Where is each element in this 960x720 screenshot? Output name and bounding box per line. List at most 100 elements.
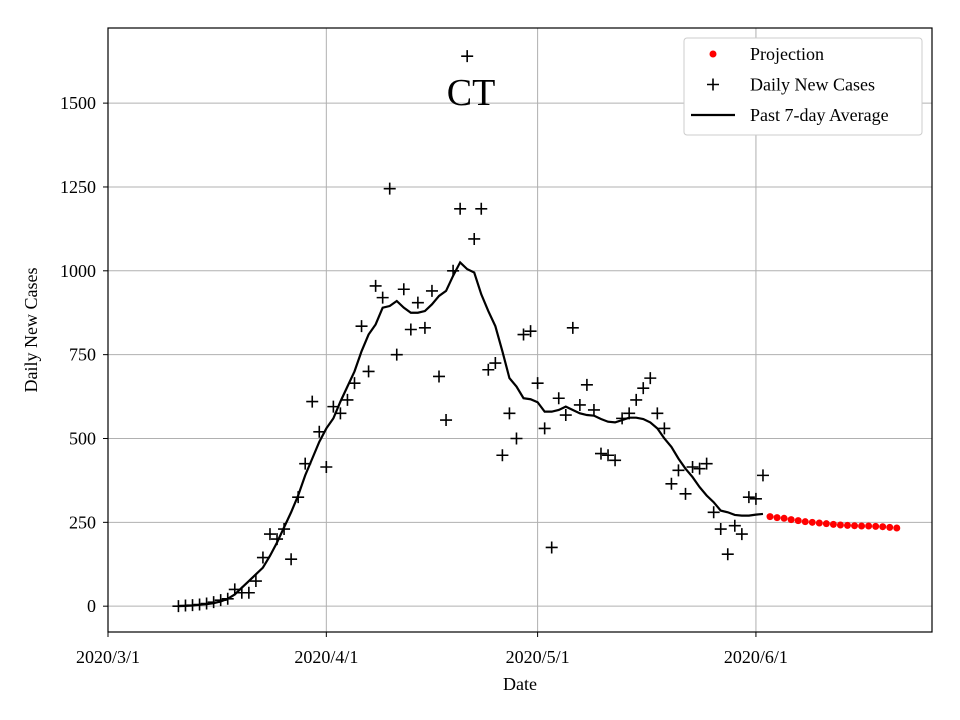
case-marker: [355, 320, 368, 333]
x-tick-label: 2020/6/1: [724, 647, 788, 667]
case-marker: [404, 323, 417, 336]
case-marker: [482, 363, 495, 376]
x-axis-label: Date: [503, 674, 537, 694]
legend-label: Projection: [750, 44, 824, 64]
case-marker: [306, 395, 319, 408]
projection-dot: [766, 513, 774, 521]
case-marker: [376, 291, 389, 304]
x-tick-label: 2020/4/1: [294, 647, 358, 667]
case-marker: [630, 393, 643, 406]
case-marker: [693, 462, 706, 475]
projection-dot: [801, 518, 809, 526]
case-marker: [602, 449, 615, 462]
projection-dot: [822, 520, 830, 528]
case-marker: [637, 382, 650, 395]
case-marker: [320, 460, 333, 473]
case-marker: [644, 372, 657, 385]
case-marker: [461, 50, 474, 63]
y-tick-label: 500: [69, 428, 96, 448]
projection-dot: [829, 520, 837, 528]
legend-box: [683, 37, 923, 136]
case-marker: [249, 575, 262, 588]
projection-dot: [815, 519, 823, 527]
average-line: [178, 260, 764, 608]
projection-dot: [808, 518, 816, 526]
axes-frame: [107, 27, 933, 633]
case-marker: [545, 541, 558, 554]
case-marker: [749, 492, 762, 505]
y-tick-label: 1000: [60, 261, 96, 281]
y-tick-label: 1250: [60, 177, 96, 197]
case-marker: [503, 407, 516, 420]
case-marker: [383, 182, 396, 195]
case-marker: [524, 325, 537, 338]
chart-title: CT: [447, 72, 496, 114]
projection-dot: [879, 523, 887, 531]
case-marker: [263, 528, 276, 541]
case-marker: [707, 506, 720, 519]
case-marker: [517, 328, 530, 341]
case-marker: [735, 528, 748, 541]
case-marker: [707, 78, 719, 91]
case-marker: [418, 321, 431, 334]
projection-dot: [843, 521, 851, 529]
case-marker: [468, 232, 481, 245]
projection-dot: [851, 522, 859, 530]
case-marker: [700, 457, 713, 470]
x-tick-label: 2020/3/1: [76, 647, 140, 667]
case-marker: [538, 422, 551, 435]
plot-area: [172, 50, 901, 613]
y-tick-label: 1500: [60, 93, 96, 113]
projection-dot: [865, 522, 873, 530]
case-marker: [672, 464, 685, 477]
case-marker: [341, 393, 354, 406]
case-marker: [580, 378, 593, 391]
y-tick-label: 250: [69, 512, 96, 532]
case-marker: [686, 460, 699, 473]
case-marker: [552, 392, 565, 405]
case-marker: [609, 454, 622, 467]
y-axis-label: Daily New Cases: [21, 268, 41, 393]
case-marker: [440, 414, 453, 427]
case-marker: [242, 586, 255, 599]
case-marker: [587, 403, 600, 416]
case-marker: [756, 469, 769, 482]
case-marker: [411, 296, 424, 309]
case-marker: [489, 357, 502, 370]
case-marker: [531, 377, 544, 390]
case-marker: [742, 491, 755, 504]
case-marker: [559, 409, 572, 422]
case-marker: [510, 432, 523, 445]
case-marker: [566, 321, 579, 334]
projection-dot: [780, 514, 788, 522]
case-marker: [390, 348, 403, 361]
case-marker: [256, 551, 269, 564]
case-marker: [348, 377, 361, 390]
legend-swatch: [709, 50, 717, 58]
case-marker: [425, 284, 438, 297]
case-marker: [665, 477, 678, 490]
case-marker: [433, 370, 446, 383]
case-marker: [573, 398, 586, 411]
case-marker: [369, 279, 382, 292]
case-marker: [454, 202, 467, 215]
projection-dot: [787, 516, 795, 524]
case-marker: [362, 365, 375, 378]
projection-dot: [773, 514, 781, 522]
case-marker: [651, 407, 664, 420]
case-marker: [397, 283, 410, 296]
legend-label: Daily New Cases: [750, 75, 875, 95]
legend: Projection Daily New Cases Past 7-day Aver…: [683, 37, 923, 136]
case-marker: [285, 553, 298, 566]
y-tick-label: 0: [87, 596, 96, 616]
case-marker: [721, 548, 734, 561]
projection-dot: [836, 521, 844, 529]
projection-dot: [893, 524, 901, 532]
projection-dot: [886, 523, 894, 531]
projection-dot: [872, 522, 880, 530]
case-marker: [594, 447, 607, 460]
y-tick-label: 750: [69, 345, 96, 365]
case-marker: [714, 523, 727, 536]
projection-dot: [858, 522, 866, 530]
